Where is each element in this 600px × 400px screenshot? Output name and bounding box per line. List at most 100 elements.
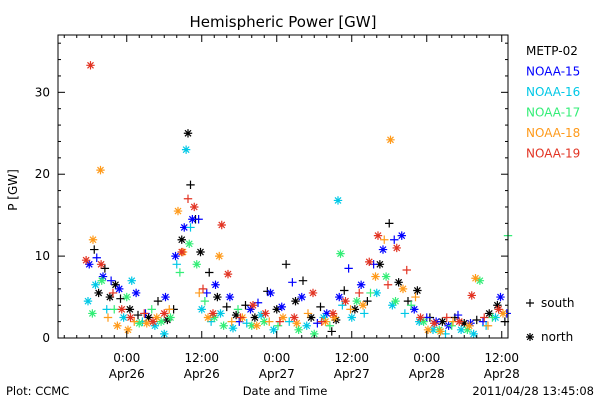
x-tick-time-0: 0:00 xyxy=(113,351,140,365)
point-metp-02-south xyxy=(298,276,308,285)
point-noaa-16-south xyxy=(186,223,195,232)
point-noaa-19-north xyxy=(416,313,425,322)
x-tick-date-2: Apr27 xyxy=(259,367,295,381)
hemisphere-legend: south north xyxy=(526,296,575,344)
point-noaa-18-north xyxy=(142,319,151,328)
point-noaa-16-south xyxy=(172,260,181,269)
legend-noaa-18: NOAA-18 xyxy=(526,126,580,140)
point-noaa-15-south xyxy=(92,253,101,262)
point-noaa-19-north xyxy=(86,61,95,70)
x-tick-date-0: Apr26 xyxy=(109,367,145,381)
point-metp-02-south xyxy=(205,268,214,277)
hemisphere-label-north: north xyxy=(541,330,573,344)
point-noaa-19-north xyxy=(81,256,91,265)
point-noaa-19-north xyxy=(223,269,233,279)
point-noaa-15-north xyxy=(297,292,306,302)
point-noaa-18-north xyxy=(471,274,480,283)
point-noaa-17-north xyxy=(219,321,228,330)
point-noaa-19-south xyxy=(236,313,245,322)
point-noaa-16-north xyxy=(269,325,278,335)
point-noaa-16-south xyxy=(400,309,410,318)
point-noaa-19-north xyxy=(190,202,199,212)
x-tick-time-2: 0:00 xyxy=(263,351,290,365)
point-noaa-17-north xyxy=(135,319,144,328)
point-metp-02-north xyxy=(291,296,300,306)
point-noaa-17-south xyxy=(200,296,210,306)
point-metp-02-south xyxy=(90,245,99,254)
point-noaa-19-north xyxy=(290,313,299,322)
point-noaa-19-north xyxy=(328,309,338,318)
point-noaa-17-south xyxy=(273,321,283,330)
point-noaa-15-south xyxy=(202,288,211,298)
series-noaa-19 xyxy=(81,61,503,328)
footer-timestamp: 2011/04/28 13:45:08 xyxy=(472,384,594,398)
point-noaa-19-north xyxy=(365,257,374,267)
point-metp-02-south xyxy=(133,310,143,320)
x-tick-date-1: Apr26 xyxy=(184,367,220,381)
point-metp-02-south xyxy=(363,296,372,306)
point-noaa-15-north xyxy=(246,305,255,314)
x-tick-date-3: Apr27 xyxy=(334,367,370,381)
point-noaa-19-south xyxy=(480,313,489,322)
point-noaa-15-north xyxy=(266,288,275,298)
series-metp-02 xyxy=(90,129,510,336)
point-noaa-15-north xyxy=(85,260,94,269)
point-noaa-16-north xyxy=(302,321,311,330)
point-metp-02-north xyxy=(111,280,120,289)
series-noaa-18 xyxy=(88,135,508,336)
legend-noaa-15: NOAA-15 xyxy=(526,65,580,79)
point-noaa-15-south xyxy=(194,215,203,224)
point-metp-02-north xyxy=(272,305,281,314)
point-noaa-17-north xyxy=(310,329,319,339)
point-noaa-15-north xyxy=(277,302,286,312)
point-noaa-17-north xyxy=(463,325,472,335)
point-metp-02-south xyxy=(241,301,250,310)
point-metp-02-north xyxy=(493,301,502,310)
point-noaa-16-north xyxy=(319,313,328,322)
point-noaa-18-south xyxy=(411,292,420,302)
point-noaa-16-north xyxy=(181,145,191,154)
hemisphere-symbol-north xyxy=(526,333,534,341)
point-noaa-16-north xyxy=(197,305,206,314)
point-metp-02-south xyxy=(222,302,231,312)
point-metp-02-south xyxy=(281,260,291,269)
hemisphere-symbol-south xyxy=(526,299,534,307)
point-metp-02-south xyxy=(153,296,163,306)
point-noaa-16-north xyxy=(216,309,225,318)
point-noaa-18-north xyxy=(152,313,161,322)
point-noaa-17-north xyxy=(185,239,194,249)
point-noaa-17-south xyxy=(110,305,119,314)
point-noaa-18-north xyxy=(123,325,133,335)
point-noaa-15-north xyxy=(496,292,505,302)
point-noaa-16-north xyxy=(372,288,381,298)
point-noaa-16-south xyxy=(360,309,369,318)
point-noaa-19-north xyxy=(208,309,218,318)
point-noaa-15-north xyxy=(115,284,124,294)
point-noaa-17-south xyxy=(233,305,243,314)
point-noaa-18-south xyxy=(265,317,274,326)
point-noaa-15-north xyxy=(356,280,366,289)
point-noaa-15-south xyxy=(453,310,463,320)
point-noaa-19-south xyxy=(317,317,326,326)
point-noaa-18-south xyxy=(346,305,355,314)
point-noaa-16-north xyxy=(91,280,100,289)
point-noaa-19-north xyxy=(430,319,439,328)
point-noaa-18-north xyxy=(398,284,408,294)
point-noaa-17-north xyxy=(88,309,97,318)
point-noaa-18-north xyxy=(215,251,224,261)
point-noaa-17-north xyxy=(122,292,131,302)
series-noaa-15 xyxy=(85,215,511,330)
point-noaa-18-north xyxy=(203,313,213,322)
point-noaa-18-south xyxy=(130,317,139,326)
point-noaa-17-north xyxy=(294,325,303,335)
point-noaa-15-south xyxy=(288,278,297,287)
point-noaa-19-south xyxy=(140,309,149,318)
point-noaa-18-north xyxy=(498,309,508,318)
point-metp-02-north xyxy=(438,317,447,326)
point-noaa-17-north xyxy=(97,276,106,285)
point-noaa-17-north xyxy=(352,296,361,306)
point-noaa-16-north xyxy=(256,310,266,320)
point-noaa-18-north xyxy=(96,165,105,175)
point-noaa-17-north xyxy=(260,317,269,326)
point-metp-02-south xyxy=(340,286,349,295)
